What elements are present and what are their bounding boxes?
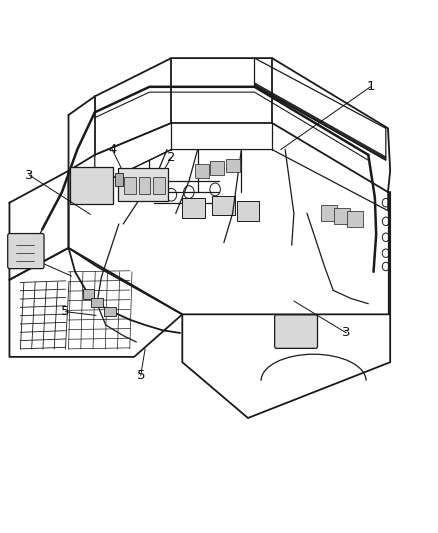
FancyBboxPatch shape [138,176,150,193]
FancyBboxPatch shape [118,168,167,201]
FancyBboxPatch shape [210,161,224,175]
FancyBboxPatch shape [212,196,235,215]
Text: 5: 5 [34,255,42,268]
FancyBboxPatch shape [274,315,317,349]
FancyBboxPatch shape [124,176,136,193]
Text: 1: 1 [365,80,374,93]
FancyBboxPatch shape [70,167,113,204]
FancyBboxPatch shape [8,233,44,269]
FancyBboxPatch shape [333,208,350,224]
FancyBboxPatch shape [181,198,204,218]
FancyBboxPatch shape [104,307,116,317]
FancyBboxPatch shape [91,298,102,308]
FancyBboxPatch shape [82,289,94,299]
Text: 5: 5 [136,369,145,382]
Text: 4: 4 [108,143,116,156]
FancyBboxPatch shape [225,159,239,172]
Text: 5: 5 [61,305,70,318]
FancyBboxPatch shape [236,201,259,221]
FancyBboxPatch shape [152,176,164,193]
FancyBboxPatch shape [194,164,208,177]
Text: 2: 2 [167,151,175,164]
FancyBboxPatch shape [346,211,363,227]
FancyBboxPatch shape [115,173,123,186]
Text: 3: 3 [25,168,33,182]
Text: 3: 3 [341,326,350,340]
FancyBboxPatch shape [320,205,336,221]
